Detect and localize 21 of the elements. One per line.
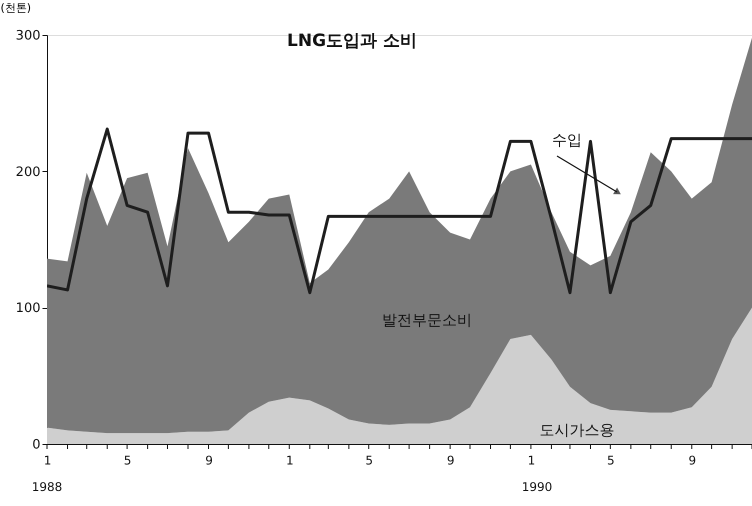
x-tick-label: 9 bbox=[688, 454, 696, 468]
x-tick-label: 5 bbox=[607, 454, 615, 468]
y-tick-label: 100 bbox=[16, 301, 40, 316]
x-tick-label: 1 bbox=[286, 454, 294, 468]
x-tick-label: 5 bbox=[365, 454, 374, 468]
series-label: 발전부문소비 bbox=[382, 311, 472, 329]
x-tick-label: 5 bbox=[124, 454, 132, 468]
x-tick-label: 9 bbox=[205, 454, 213, 468]
x-tick-label: 9 bbox=[446, 454, 454, 468]
line-series bbox=[47, 128, 752, 294]
y-axis-title: (천톤) bbox=[0, 2, 32, 14]
series-label: 도시가스용 bbox=[540, 421, 614, 439]
y-tick-label: 300 bbox=[16, 28, 40, 44]
series-label: 수입 bbox=[552, 131, 582, 149]
y-tick-label: 0 bbox=[32, 438, 40, 452]
x-tick-label: 1 bbox=[528, 454, 536, 468]
text: 1988 bbox=[32, 480, 62, 494]
x-tick-label: 1 bbox=[44, 454, 52, 468]
y-tick-label: 200 bbox=[16, 164, 40, 180]
text: 1990 bbox=[522, 480, 552, 494]
chart-title: LNG도입과 소비 bbox=[287, 31, 417, 51]
